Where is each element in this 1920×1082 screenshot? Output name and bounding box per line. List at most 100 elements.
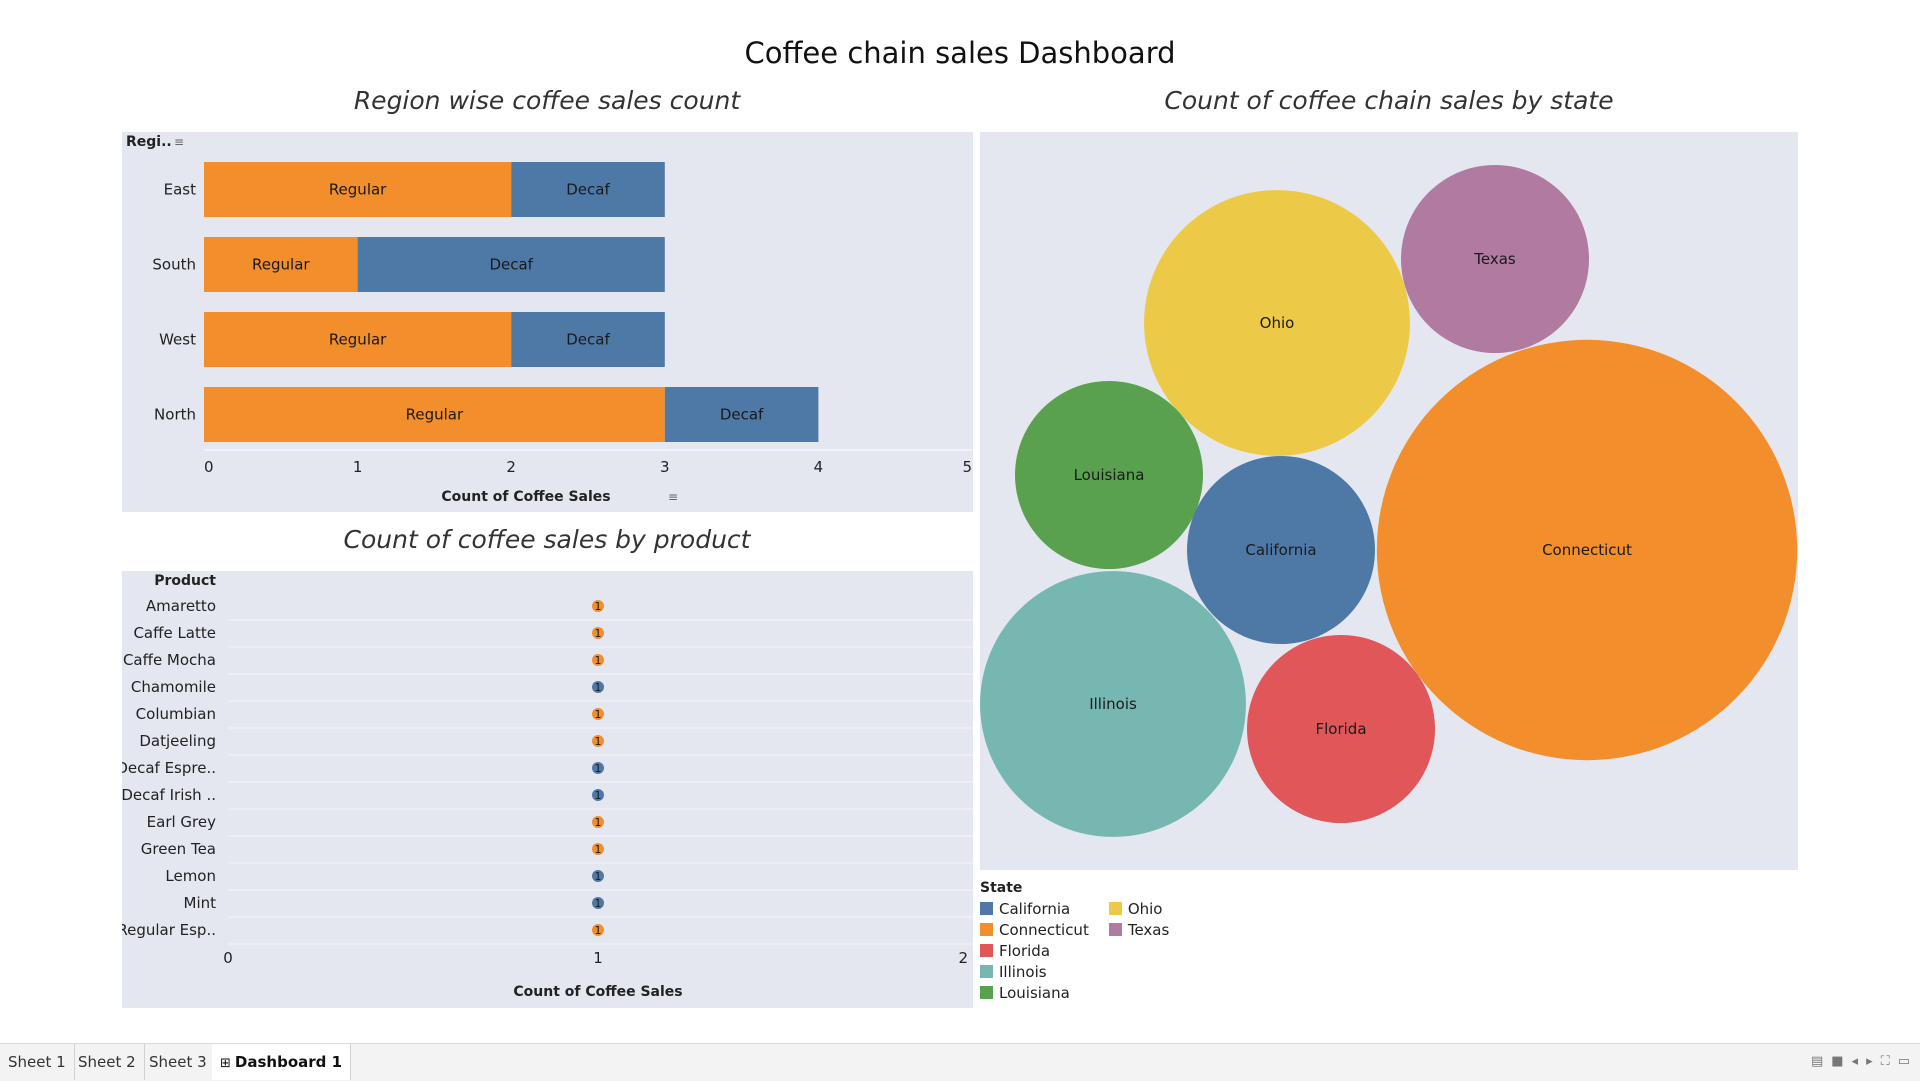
region-bar-segment[interactable] (511, 162, 665, 217)
region-bar-segment[interactable] (204, 237, 358, 292)
legend-item[interactable]: Texas (1108, 920, 1170, 939)
product-point[interactable] (592, 924, 604, 936)
product-label: Decaf Irish .. (122, 786, 216, 804)
region-bar-segment[interactable] (664, 387, 819, 442)
x-axis-title: Count of Coffee Sales (441, 489, 610, 505)
product-point[interactable] (592, 789, 604, 801)
legend-item[interactable]: Connecticut (980, 920, 1089, 939)
segment-label: Regular (252, 256, 310, 274)
product-label: Amaretto (146, 597, 216, 615)
product-point[interactable] (592, 735, 604, 747)
region-bar-segment[interactable] (204, 387, 665, 442)
product-chart-title: Count of coffee sales by product (343, 525, 751, 554)
segment-label: Decaf (566, 331, 610, 349)
dashboard-grid-icon: ⊞ (220, 1056, 231, 1071)
tab-sheet-3[interactable]: Sheet 3 (141, 1044, 216, 1080)
tab-dashboard-1[interactable]: ⊞ Dashboard 1 (212, 1044, 352, 1080)
region-chart-title: Region wise coffee sales count (353, 86, 741, 115)
state-bubble[interactable] (1401, 165, 1589, 353)
product-point[interactable] (592, 843, 604, 855)
product-point[interactable] (592, 654, 604, 666)
region-bar-segment[interactable] (204, 312, 512, 367)
state-bubble[interactable] (980, 571, 1246, 837)
x-tick-label: 3 (660, 458, 670, 476)
legend-label: Louisiana (999, 983, 1070, 1002)
tab-sheet-1[interactable]: Sheet 1 (0, 1044, 75, 1080)
legend-item[interactable]: Ohio (1108, 900, 1169, 918)
product-label: Caffe Latte (133, 624, 216, 642)
product-point[interactable] (592, 762, 604, 774)
point-label: 1 (595, 627, 602, 640)
state-legend[interactable]: State California Connecticut Florida Illino… (980, 880, 1170, 1002)
product-point[interactable] (592, 816, 604, 828)
legend-swatch (980, 944, 993, 957)
point-label: 1 (595, 708, 602, 721)
product-point[interactable] (592, 708, 604, 720)
x-axis-title: Count of Coffee Sales (513, 984, 682, 1000)
product-point[interactable] (592, 681, 604, 693)
x-tick-label: 2 (506, 458, 516, 476)
filmstrip-icon[interactable]: ■ (1831, 1054, 1844, 1069)
state-bubble[interactable] (1144, 190, 1410, 456)
point-label: 1 (595, 843, 602, 856)
legend-item[interactable]: Louisiana (980, 983, 1089, 1002)
segment-label: Decaf (566, 181, 610, 199)
state-bubble[interactable] (1187, 456, 1375, 644)
legend-item[interactable]: California (980, 899, 1089, 918)
product-label: Caffe Mocha (123, 651, 216, 669)
x-tick-label: 5 (962, 458, 972, 476)
product-label: Chamomile (131, 678, 216, 696)
legend-swatch (980, 923, 993, 936)
bubble-label: Connecticut (1542, 541, 1632, 559)
prev-sheet-icon[interactable]: ◂ (1851, 1054, 1859, 1069)
product-point[interactable] (592, 897, 604, 909)
product-label: Regular Esp.. (122, 921, 216, 939)
next-sheet-icon[interactable]: ▸ (1866, 1054, 1873, 1069)
segment-label: Decaf (489, 256, 533, 274)
tab-label: Sheet 1 (8, 1053, 66, 1071)
product-chart-panel[interactable]: Product Amaretto 1 Caffe Latte 1 Caffe Mocha 1… (116, 571, 973, 1008)
presentation-icon[interactable]: ▭ (1897, 1054, 1910, 1069)
region-bar-segment[interactable] (511, 312, 665, 367)
dashboard-title: Coffee chain sales Dashboard (744, 36, 1176, 70)
fullscreen-icon[interactable]: ⛶ (1880, 1054, 1890, 1069)
state-bubble[interactable] (1376, 339, 1798, 761)
product-label: Decaf Espre.. (122, 759, 216, 777)
sort-icon[interactable]: ≡ (174, 135, 184, 149)
state-bubble-chart[interactable]: Connecticut Ohio Illinois Texas Louisiana Cal… (980, 132, 1798, 870)
x-tick-label: 1 (353, 458, 363, 476)
legend-label: California (999, 899, 1071, 918)
product-dot-chart[interactable]: Product Amaretto 1 Caffe Latte 1 Caffe Mocha 1… (116, 571, 973, 1008)
region-bar-segment[interactable] (204, 162, 512, 217)
product-point[interactable] (592, 600, 604, 612)
product-point[interactable] (592, 627, 604, 639)
legend-item[interactable]: Illinois (980, 963, 1089, 981)
bubble-label: Ohio (1260, 314, 1295, 332)
x-tick-label: 0 (204, 458, 214, 476)
tab-label: Sheet 2 (78, 1053, 136, 1071)
show-sheets-icon[interactable]: ▤ (1810, 1054, 1824, 1069)
state-bubble[interactable] (1015, 381, 1203, 569)
region-chart-panel[interactable]: Regi.. ≡ East Regular Decaf South Regular Decaf… (122, 132, 973, 512)
point-label: 1 (595, 600, 602, 613)
x-tick-label: 2 (958, 949, 968, 967)
region-label: East (164, 181, 196, 199)
region-label: North (154, 406, 196, 424)
bubble-label: Texas (1473, 250, 1516, 268)
legend-item[interactable]: Florida (980, 941, 1089, 960)
legend-label: Texas (1127, 920, 1170, 939)
state-chart-panel[interactable]: Connecticut Ohio Illinois Texas Louisiana Cal… (980, 132, 1798, 870)
tab-sheet-2[interactable]: Sheet 2 (70, 1044, 145, 1080)
bubble-label: Florida (1315, 720, 1366, 738)
region-bar-segment[interactable] (357, 237, 665, 292)
region-row-header: Regi.. (126, 134, 172, 150)
legend-label: Florida (999, 941, 1051, 960)
legend-label: Connecticut (999, 920, 1089, 939)
point-label: 1 (595, 681, 602, 694)
legend-swatch (980, 965, 993, 978)
legend-swatch (980, 902, 993, 915)
sort-icon[interactable]: ≡ (668, 490, 678, 504)
state-bubble[interactable] (1247, 635, 1435, 823)
product-point[interactable] (592, 870, 604, 882)
